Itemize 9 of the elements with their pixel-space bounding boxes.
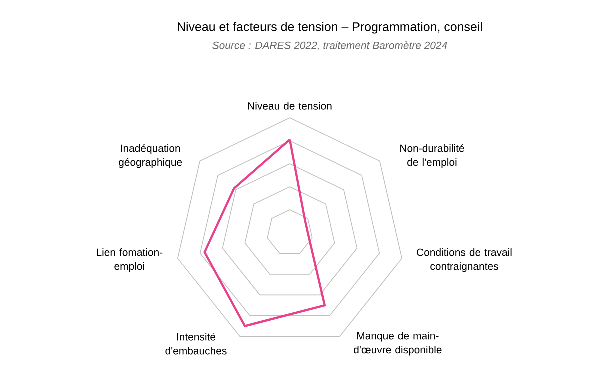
spoke-label: Conditions de travail contraignantes xyxy=(417,248,512,272)
spoke-label: Lien fomation-emploi xyxy=(97,248,163,272)
chart-title: Niveau et facteurs de tension – Programmation, conseil xyxy=(178,22,482,34)
spoke-label: Niveau de tension xyxy=(248,102,332,110)
spoke-label: Manque de main-d'œuvre disponible xyxy=(354,332,442,356)
spoke-label: Non-durabilité de l'emploi xyxy=(400,144,464,168)
spoke-label: Intensité d'embauches xyxy=(166,332,227,355)
spoke-label: Inadéquation géographique xyxy=(119,144,182,168)
chart-subtitle: Source : DARES 2022, traitement Baromètre 2024 xyxy=(212,41,448,51)
